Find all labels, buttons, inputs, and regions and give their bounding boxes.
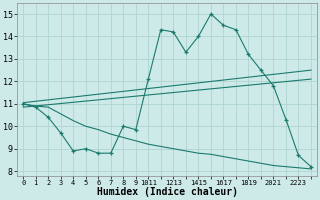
X-axis label: Humidex (Indice chaleur): Humidex (Indice chaleur) xyxy=(97,187,237,197)
